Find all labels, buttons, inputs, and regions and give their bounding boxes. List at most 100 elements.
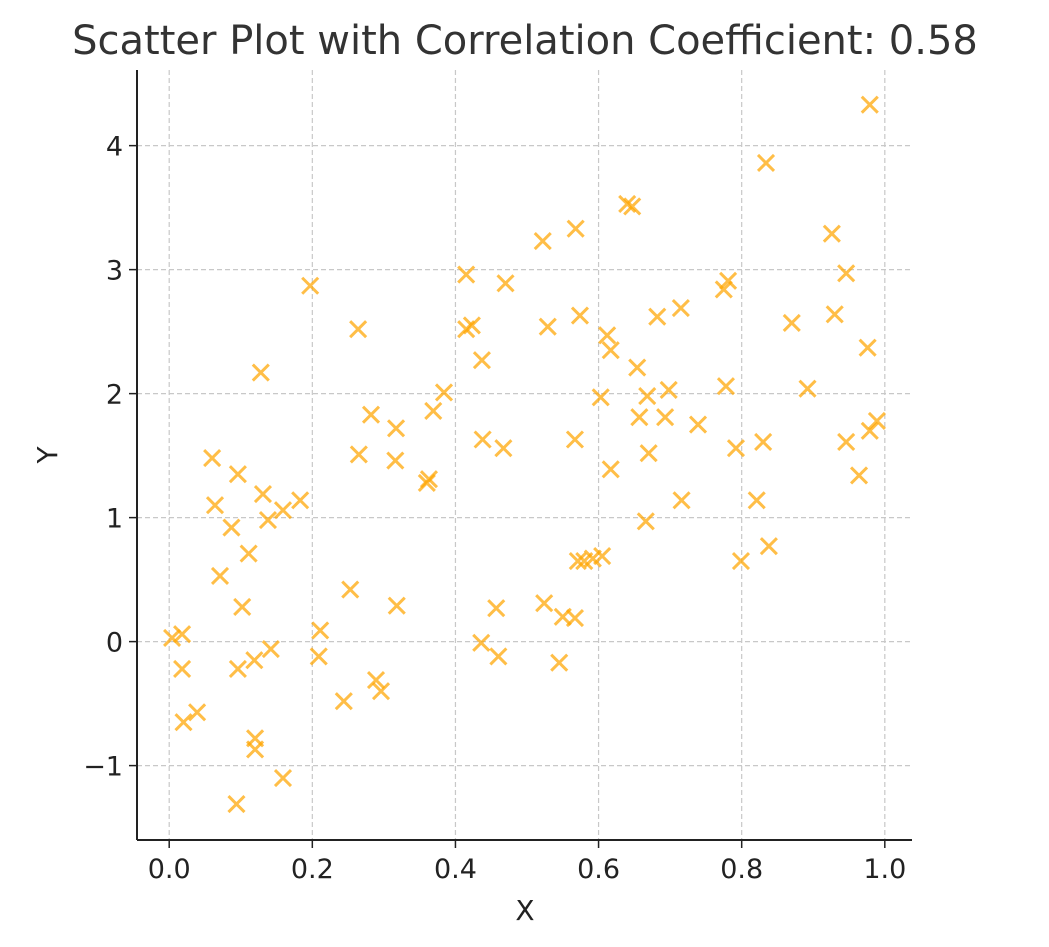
y-axis-label: Y — [31, 446, 64, 465]
data-point — [825, 305, 844, 324]
data-point — [210, 566, 230, 585]
y-tick-label: −1 — [83, 752, 123, 783]
data-point — [273, 768, 293, 788]
data-point — [726, 439, 746, 458]
data-point — [719, 271, 738, 290]
data-point — [754, 432, 773, 452]
data-point — [672, 491, 691, 510]
data-point — [245, 651, 264, 670]
data-point — [494, 439, 513, 458]
data-point — [228, 465, 247, 484]
data-point — [747, 491, 766, 510]
data-point — [489, 647, 508, 666]
data-point — [565, 608, 585, 628]
data-point — [371, 682, 391, 701]
data-point — [731, 551, 751, 571]
data-point — [858, 338, 877, 357]
data-point — [822, 224, 841, 243]
data-point — [457, 265, 476, 284]
data-point — [203, 449, 222, 468]
data-point — [188, 703, 207, 722]
data-point — [487, 599, 506, 618]
data-point — [714, 280, 733, 299]
data-point — [591, 388, 610, 407]
data-point — [638, 387, 657, 406]
data-point — [598, 326, 617, 345]
data-point — [630, 408, 649, 427]
data-point — [239, 544, 258, 563]
data-point — [716, 377, 736, 396]
data-point — [533, 232, 552, 251]
data-point — [301, 276, 320, 295]
data-point — [163, 628, 182, 647]
data-point — [349, 320, 368, 339]
data-point — [386, 451, 405, 470]
x-tick-label: 1.0 — [863, 854, 906, 885]
data-point — [636, 512, 655, 531]
data-point — [419, 470, 439, 489]
data-point — [756, 153, 776, 173]
data-point — [334, 692, 353, 711]
y-tick-label: 1 — [106, 504, 123, 535]
data-point — [782, 313, 801, 333]
data-point — [618, 194, 637, 213]
data-point — [601, 460, 620, 479]
x-tick-label: 0.8 — [720, 854, 763, 885]
data-point — [688, 415, 708, 434]
data-point — [566, 219, 585, 238]
data-point — [496, 274, 515, 293]
data-point — [860, 421, 879, 440]
data-point — [472, 351, 491, 370]
data-point — [309, 647, 328, 666]
data-point — [849, 466, 869, 485]
y-tick-label: 4 — [106, 132, 123, 163]
data-point — [798, 379, 817, 398]
data-point — [837, 264, 856, 283]
y-tick-label: 0 — [106, 628, 123, 659]
data-point — [349, 445, 368, 464]
data-point — [648, 307, 667, 326]
data-point — [222, 518, 241, 537]
data-point — [291, 491, 310, 510]
data-point — [628, 358, 647, 377]
chart-title: Scatter Plot with Correlation Coefficien… — [72, 18, 978, 64]
data-point — [228, 659, 247, 678]
data-point — [387, 596, 406, 615]
data-point — [601, 341, 620, 360]
data-point — [205, 496, 225, 515]
data-point — [623, 197, 642, 216]
data-point — [361, 405, 381, 424]
data-point — [258, 511, 278, 530]
points — [163, 95, 886, 814]
x-tick-label: 0.6 — [577, 854, 620, 885]
axes: 0.0 0.2 0.4 0.6 0.8 1.0 −1 0 1 2 3 4 — [83, 70, 912, 885]
data-point — [434, 383, 454, 402]
data-point — [311, 621, 330, 640]
data-point — [424, 401, 443, 421]
data-point — [473, 430, 492, 449]
data-point — [472, 633, 491, 652]
x-tick-label: 0.0 — [148, 854, 191, 885]
x-tick-label: 0.2 — [291, 854, 334, 885]
x-axis-label: X — [515, 894, 534, 927]
data-point — [565, 430, 585, 449]
y-tick-label: 3 — [106, 256, 123, 287]
data-point — [867, 411, 886, 430]
data-point — [837, 432, 856, 452]
data-point — [366, 670, 386, 690]
data-point — [251, 363, 270, 382]
data-point — [173, 625, 192, 644]
data-point — [656, 408, 675, 427]
data-point — [593, 546, 612, 566]
x-tick-label: 0.4 — [434, 854, 477, 885]
data-point — [233, 597, 252, 616]
data-point — [246, 740, 265, 759]
y-tick-label: 2 — [106, 380, 123, 411]
data-point — [570, 306, 590, 325]
data-point — [568, 551, 587, 571]
data-point — [253, 484, 273, 504]
data-point — [341, 580, 360, 599]
grid — [137, 70, 912, 840]
data-point — [538, 317, 557, 336]
